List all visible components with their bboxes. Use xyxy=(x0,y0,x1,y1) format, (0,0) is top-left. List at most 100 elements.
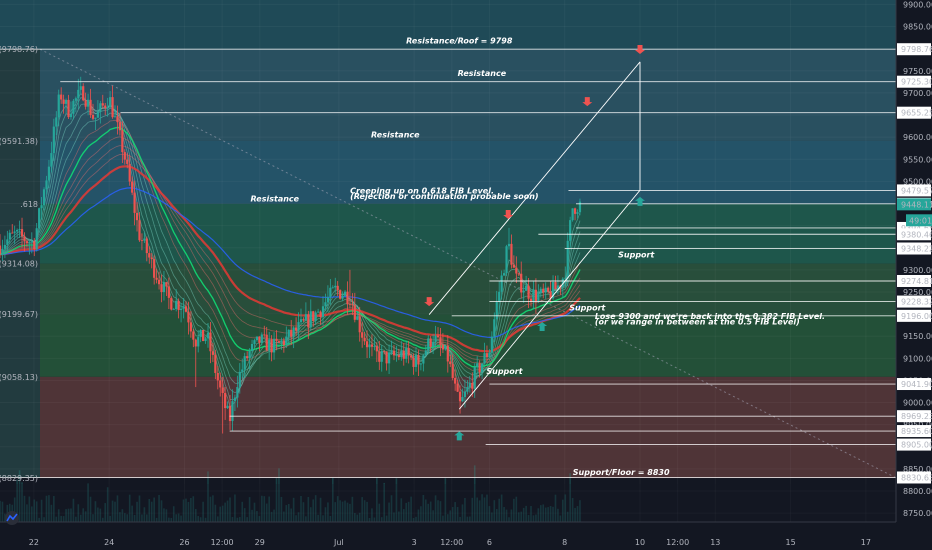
level-price-label: 8969.23 xyxy=(901,412,932,421)
level-price-tag xyxy=(897,43,931,56)
volume-bar xyxy=(101,517,104,522)
candle-body xyxy=(206,332,210,339)
volume-bar xyxy=(26,504,28,522)
volume-bar xyxy=(243,508,246,522)
candle-body xyxy=(297,322,300,331)
volume-bar xyxy=(469,516,471,522)
logo-mark xyxy=(6,513,18,522)
volume-bar xyxy=(141,514,143,522)
candle-body xyxy=(539,288,542,294)
candle-body xyxy=(111,97,114,118)
candle-body xyxy=(221,387,224,393)
candle-body xyxy=(131,181,134,193)
candle-body xyxy=(412,357,415,367)
volume-bar xyxy=(437,500,439,522)
volume-bar xyxy=(363,500,366,522)
fib-label-0.786: .786(9591.38) xyxy=(0,137,38,146)
candle-body xyxy=(150,257,153,260)
candle-body xyxy=(561,278,564,288)
level-price-tag xyxy=(897,378,931,391)
candle-body xyxy=(194,339,197,347)
candle-body xyxy=(414,355,418,367)
price-axis[interactable]: 9900.009850.009800.009750.009700.009650.… xyxy=(895,0,932,550)
level-price-label: 9725.30 xyxy=(901,78,932,87)
candle-body xyxy=(243,356,246,370)
volume-bar xyxy=(495,509,498,522)
ma-ribbons xyxy=(0,92,581,408)
volume-bar xyxy=(114,501,116,522)
volume-bar xyxy=(451,507,454,522)
level-price-tag xyxy=(897,438,931,451)
ema-ribbon-55 xyxy=(0,153,581,358)
volume-bar xyxy=(92,514,94,522)
candle-body xyxy=(6,239,9,245)
candle-body xyxy=(224,392,227,409)
candle-body xyxy=(248,350,251,359)
volume-bar xyxy=(398,511,400,522)
volume-bar xyxy=(500,494,503,522)
time-tick-label: 22 xyxy=(29,538,39,547)
candle-body xyxy=(3,244,6,249)
fib-label-0.236: 0.236(9058.13) xyxy=(0,373,38,382)
volume-bar xyxy=(346,502,349,522)
volume-bar xyxy=(542,504,545,522)
volume-bar xyxy=(219,506,222,522)
candle-body xyxy=(319,311,322,317)
volume-bar xyxy=(236,517,239,522)
candle-body xyxy=(529,298,533,302)
candle-body xyxy=(454,377,457,384)
volume-bar xyxy=(444,478,447,522)
volume-bar xyxy=(192,496,195,522)
candle-body xyxy=(106,107,109,109)
candle-body xyxy=(336,285,339,291)
candle-body xyxy=(35,228,38,250)
price-tick-label: 9550.00 xyxy=(903,155,932,164)
candle-body xyxy=(128,163,131,182)
candle-body xyxy=(468,383,471,388)
volume-bar xyxy=(150,501,153,522)
candle-body xyxy=(532,289,535,302)
volume-bar xyxy=(481,494,483,522)
candle-body xyxy=(13,231,16,233)
volume-bar xyxy=(258,516,261,522)
volume-bar xyxy=(562,499,564,522)
level-price-tag xyxy=(897,425,931,438)
candle-body xyxy=(505,246,508,274)
volume-bar xyxy=(417,509,420,522)
annotations: Resistance/Roof = 9798 Resistance Resistan… xyxy=(251,36,826,477)
volume-bar xyxy=(447,514,449,522)
volume-bar xyxy=(473,465,476,522)
volume-bar xyxy=(197,516,200,522)
candle-body xyxy=(1,248,4,255)
candle-body xyxy=(439,337,442,346)
price-tick-label: 8850.00 xyxy=(903,465,932,474)
candle-body xyxy=(302,319,305,321)
time-axis-bg xyxy=(0,522,896,550)
time-axis[interactable]: 22 24 26 12:00 29 Jul 3 12:00 6 8 10 12:00 13 15 17 xyxy=(0,521,896,550)
candle-body xyxy=(397,355,400,358)
volume-bar xyxy=(187,501,190,522)
trend-line-0[interactable] xyxy=(428,61,641,315)
volume-bar xyxy=(483,497,486,522)
volume-bar xyxy=(371,508,373,522)
annotation-text: (Rejection or continuation probable soon… xyxy=(350,192,538,201)
volume-bar xyxy=(454,502,456,522)
volume-bar xyxy=(297,512,300,522)
volume-bar xyxy=(165,509,168,522)
candle-body xyxy=(348,304,352,305)
trend-line-1[interactable] xyxy=(458,189,641,410)
volume-bar xyxy=(136,501,138,522)
tradingview-logo-icon[interactable] xyxy=(5,511,19,525)
time-tick-label: 29 xyxy=(255,538,265,547)
level-price-label: 8830.63 xyxy=(901,473,932,482)
candle-body xyxy=(385,351,388,364)
candle-body xyxy=(485,353,489,358)
volume-bar xyxy=(268,496,270,522)
volume-bar xyxy=(576,506,579,522)
volume-bar xyxy=(349,503,351,522)
volume-bar xyxy=(1,501,4,522)
candle-body xyxy=(417,355,420,365)
candle-body xyxy=(356,316,359,320)
volume-bar xyxy=(18,470,21,522)
